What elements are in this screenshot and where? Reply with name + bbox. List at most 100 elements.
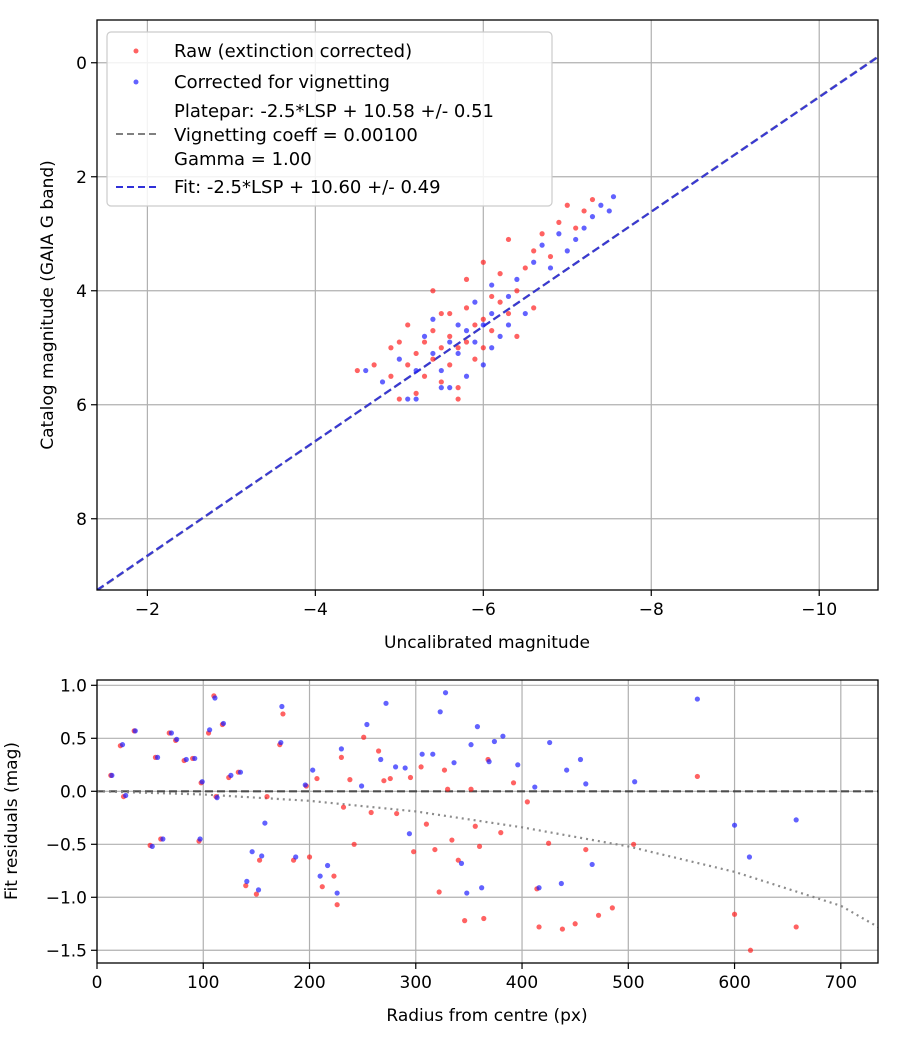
data-point <box>536 885 542 891</box>
data-point <box>423 821 429 827</box>
y-tick-label: 8 <box>76 510 87 530</box>
data-point <box>437 709 443 715</box>
data-point <box>371 362 377 368</box>
data-point <box>324 862 331 869</box>
x-tick-label: −6 <box>471 600 496 620</box>
data-point <box>207 727 213 733</box>
data-point <box>338 746 344 752</box>
data-point <box>480 322 486 328</box>
data-point <box>396 356 402 362</box>
y-tick-label: −1.0 <box>46 888 87 908</box>
data-point <box>455 322 461 328</box>
data-point <box>472 339 478 345</box>
data-point <box>631 841 637 847</box>
data-point <box>436 889 442 895</box>
data-point <box>351 841 357 847</box>
data-point <box>536 924 542 930</box>
data-point <box>464 890 470 896</box>
data-point <box>119 742 126 748</box>
data-point <box>394 810 400 817</box>
data-point <box>381 778 387 784</box>
data-point <box>556 219 562 225</box>
data-point <box>447 385 453 391</box>
data-point <box>405 396 411 402</box>
x-tick-label: −2 <box>135 600 160 620</box>
data-point <box>214 795 220 801</box>
data-point <box>532 784 538 790</box>
data-point <box>731 822 738 828</box>
data-point <box>445 786 451 792</box>
data-point <box>383 700 389 706</box>
data-point <box>747 947 754 953</box>
top-x-ticks: −2 −4 −6 −8 −10 <box>135 590 837 620</box>
x-tick-label: 700 <box>825 973 857 993</box>
series-line-3 <box>97 56 878 590</box>
data-point <box>413 390 419 396</box>
top-points <box>354 194 617 402</box>
data-point <box>793 817 799 823</box>
data-point <box>447 333 453 339</box>
y-tick-label: 2 <box>76 168 87 188</box>
data-point <box>510 780 517 786</box>
data-point <box>463 339 470 345</box>
data-point <box>123 792 129 799</box>
data-point <box>463 305 470 311</box>
legend-box <box>106 31 553 207</box>
data-point <box>480 316 486 322</box>
data-point <box>259 853 265 859</box>
bottom-y-axis-label: Fit residuals (mag) <box>2 742 22 900</box>
y-tick-label: 1.0 <box>60 676 87 696</box>
bottom-grid <box>96 680 878 963</box>
data-point <box>363 367 369 374</box>
data-point <box>280 711 286 717</box>
data-point <box>338 754 344 760</box>
top-x-axis-label: Uncalibrated magnitude <box>384 633 590 653</box>
data-point <box>432 846 438 853</box>
data-point <box>793 924 799 930</box>
data-point <box>500 733 506 739</box>
data-point <box>212 695 218 701</box>
data-point <box>514 276 520 282</box>
data-point <box>334 890 340 896</box>
data-point <box>468 742 474 748</box>
data-point <box>314 775 320 782</box>
data-point <box>253 891 259 897</box>
data-point <box>505 293 512 300</box>
data-point <box>463 276 470 282</box>
data-point <box>160 836 166 842</box>
data-point <box>451 760 457 766</box>
data-point <box>168 730 174 736</box>
data-point <box>462 918 468 924</box>
data-point <box>402 765 408 771</box>
data-point <box>514 288 520 294</box>
top-y-ticks: 0 2 4 6 8 <box>76 54 97 530</box>
data-point <box>472 356 478 362</box>
data-point <box>447 362 453 368</box>
data-point <box>405 362 411 368</box>
legend-label-platepar-line: Gamma = 1.00 <box>174 149 312 170</box>
legend-label-fit: Fit: -2.5*LSP + 10.60 +/- 0.49 <box>174 177 441 198</box>
data-point <box>149 843 155 850</box>
data-point <box>388 373 394 379</box>
data-point <box>244 878 250 884</box>
legend-marker-corrected <box>133 79 139 85</box>
data-point <box>154 754 161 760</box>
data-point <box>455 857 461 863</box>
data-point <box>480 345 486 351</box>
x-tick-label: 500 <box>612 973 644 993</box>
data-point <box>609 905 615 911</box>
data-point <box>388 345 394 351</box>
data-point <box>438 367 444 374</box>
data-point <box>455 345 461 351</box>
data-point <box>174 736 180 742</box>
data-point <box>581 225 587 231</box>
data-point <box>476 843 483 850</box>
data-point <box>556 231 562 237</box>
data-point <box>514 333 520 339</box>
data-point <box>407 774 414 781</box>
data-point <box>472 322 478 328</box>
data-point <box>279 703 285 710</box>
data-point <box>731 911 738 917</box>
bottom-points <box>108 690 799 953</box>
